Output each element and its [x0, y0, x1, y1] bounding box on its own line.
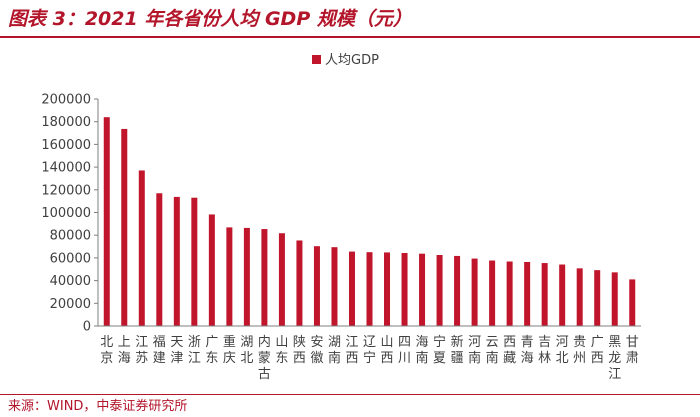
- bar-四川: [401, 252, 408, 326]
- bar-黑龙江: [611, 272, 618, 326]
- bar-海南: [419, 253, 426, 326]
- x-tick-label: 河南: [468, 335, 481, 366]
- x-tick-label: 广东: [205, 335, 218, 366]
- x-tick-label: 河北: [556, 335, 569, 366]
- x-tick-label: 山东: [275, 335, 288, 366]
- bar-广东: [208, 214, 215, 326]
- x-tick-label: 浙江: [188, 335, 201, 366]
- x-tick-label: 天津: [170, 335, 183, 366]
- x-tick-label: 新疆: [451, 334, 464, 366]
- bar-西藏: [506, 261, 513, 326]
- x-tick-label: 山西: [381, 335, 394, 366]
- x-tick-label: 湖南: [328, 335, 341, 366]
- y-tick-label: 200000: [41, 93, 91, 108]
- x-tick-label: 安徽: [310, 335, 323, 366]
- bar-湖北: [243, 227, 250, 326]
- bar-山西: [384, 252, 391, 326]
- x-tick-label: 宁夏: [433, 334, 446, 366]
- bar-安徽: [313, 246, 320, 326]
- title-divider: [0, 36, 700, 38]
- bar-内蒙古: [261, 229, 268, 326]
- bar-甘肃: [629, 279, 636, 326]
- x-tick-label: 内蒙古: [258, 334, 271, 382]
- x-tick-label: 辽宁: [363, 335, 376, 366]
- y-tick-label: 0: [83, 320, 91, 335]
- source-note: 来源：WIND，中泰证券研究所: [8, 399, 188, 414]
- x-tick-label: 甘肃: [626, 335, 639, 366]
- x-tick-label: 广西: [591, 335, 604, 366]
- bar-天津: [173, 196, 180, 326]
- x-tick-label: 贵州: [573, 335, 586, 366]
- bar-河南: [471, 258, 478, 326]
- bar-宁夏: [436, 255, 443, 326]
- x-tick-label: 上海: [118, 335, 131, 366]
- bar-chart: 人均GDP 0 20000 40000 60000 80000 100000 120000 1…: [41, 53, 641, 382]
- bar-青海: [524, 261, 531, 326]
- x-tick-label: 湖北: [240, 335, 253, 366]
- bar-湖南: [331, 247, 338, 326]
- bar-云南: [489, 260, 496, 326]
- bar-上海: [121, 128, 128, 326]
- bar-吉林: [541, 263, 548, 326]
- figure-title: 图表 3：2021 年各省份人均 GDP 规模（元）: [8, 8, 412, 30]
- x-tick-label: 江西: [345, 335, 358, 366]
- y-tick-label: 40000: [50, 274, 91, 289]
- bar-浙江: [191, 197, 198, 326]
- x-tick-label: 重庆: [223, 334, 236, 366]
- x-tick-label: 北京: [100, 335, 113, 366]
- x-tick-label: 云南: [486, 335, 499, 366]
- legend-swatch: [312, 55, 321, 64]
- x-tick-label: 黑龙江: [608, 335, 621, 382]
- x-tick-label: 青海: [521, 335, 534, 366]
- bar-新疆: [454, 255, 461, 326]
- x-tick-label: 海南: [416, 335, 429, 366]
- x-tick-label: 福建: [153, 335, 166, 366]
- bar-陕西: [296, 240, 303, 326]
- x-tick-label: 江苏: [135, 335, 148, 366]
- bar-重庆: [226, 227, 233, 326]
- bar-河北: [559, 264, 566, 326]
- x-tick-label: 西藏: [503, 335, 516, 366]
- y-tick-label: 180000: [41, 115, 91, 130]
- bar-辽宁: [366, 252, 373, 326]
- y-tick-label: 140000: [41, 161, 91, 176]
- y-tick-label: 60000: [50, 251, 91, 266]
- bar-江西: [348, 251, 355, 326]
- legend-label: 人均GDP: [325, 53, 379, 68]
- x-tick-label: 四川: [398, 335, 411, 366]
- source-divider: [0, 394, 700, 395]
- bar-江苏: [138, 170, 145, 326]
- bar-山东: [278, 233, 285, 326]
- chart-legend: 人均GDP: [312, 53, 379, 68]
- bar-北京: [103, 117, 110, 326]
- y-tick-label: 20000: [50, 297, 91, 312]
- x-tick-label: 陕西: [293, 335, 306, 366]
- y-tick-label: 120000: [41, 183, 91, 198]
- y-tick-label: 80000: [50, 229, 91, 244]
- y-tick-label: 100000: [41, 206, 91, 221]
- y-tick-label: 160000: [41, 138, 91, 153]
- bar-福建: [156, 193, 163, 326]
- bar-贵州: [576, 268, 583, 326]
- x-tick-label: 吉林: [538, 335, 551, 366]
- bar-广西: [594, 270, 601, 326]
